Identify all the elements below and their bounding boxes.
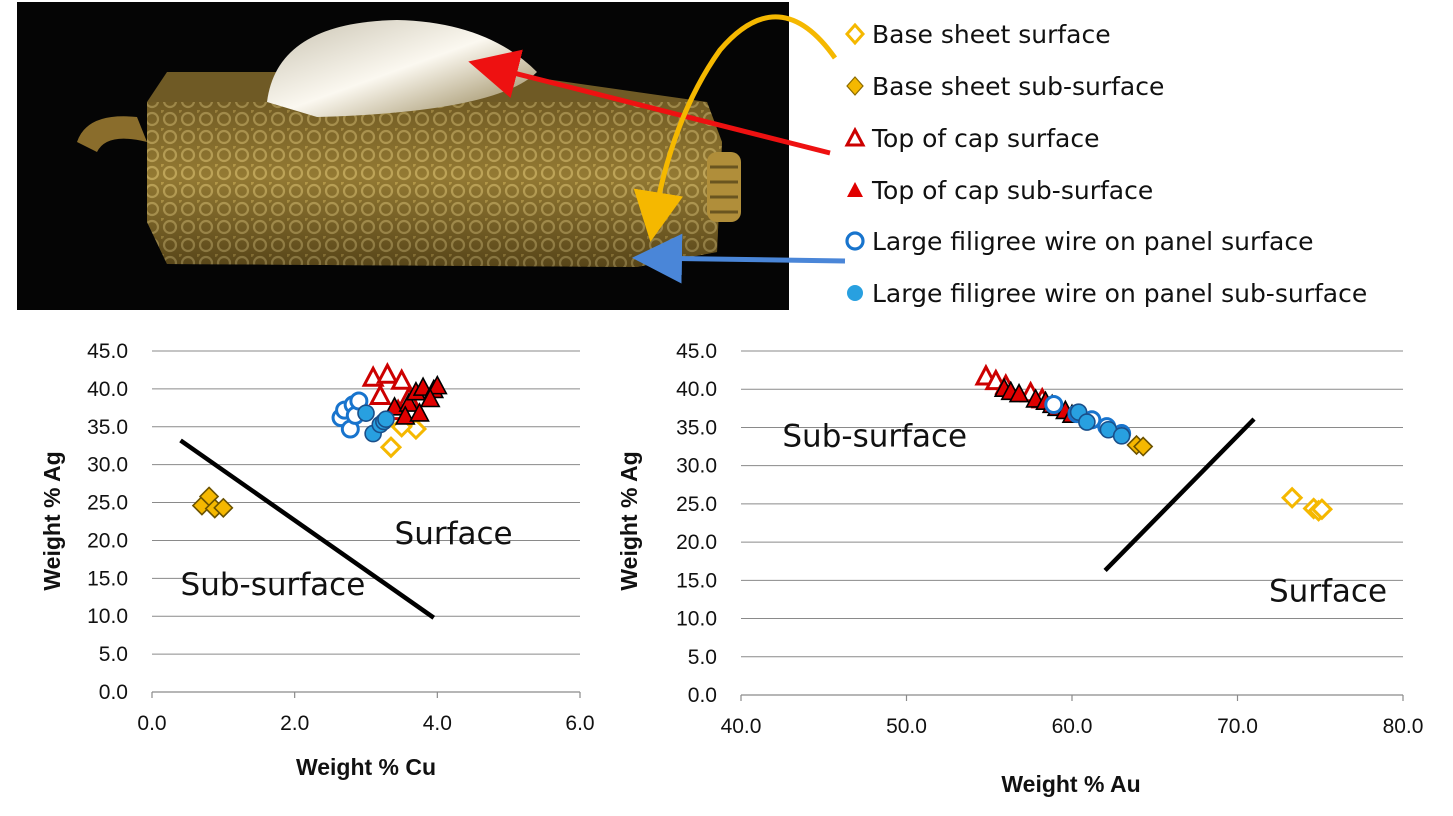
filled-triangle-point (409, 402, 430, 422)
y-tick-label: 30.0 (87, 454, 128, 477)
y-tick-label: 0.0 (688, 684, 717, 707)
legend-item-filigree-surface: Large filigree wire on panel surface (842, 221, 1313, 261)
chart-ag-vs-cu: 0.0 5.0 10.0 15.0 20.0 25.0 30.0 35.0 40.0 45.0 0.… (39, 340, 595, 780)
x-axis-label: Weight % Au (1001, 771, 1140, 797)
y-tick-label: 40.0 (87, 378, 128, 401)
legend-label: Large filigree wire on panel sub-surface (872, 278, 1368, 308)
open-circle-icon (845, 231, 865, 251)
y-tick-label: 15.0 (87, 567, 128, 590)
y-tick-label: 15.0 (676, 569, 717, 592)
legend-item-top-of-cap-sub-surface: Top of cap sub-surface (842, 170, 1153, 210)
legend-label: Base sheet surface (872, 19, 1111, 49)
filled-circle-point (377, 410, 395, 428)
chart-ag-vs-au: 0.0 5.0 10.0 15.0 20.0 25.0 30.0 35.0 40.0 45.0 40… (616, 340, 1424, 797)
open-diamond-point (379, 436, 403, 459)
x-tick-label: 4.0 (423, 712, 452, 735)
y-axis-label: Weight % Ag (616, 451, 642, 590)
open-triangle-point (390, 368, 414, 390)
x-tick-label: 0.0 (137, 712, 166, 735)
filled-triangle-point (427, 374, 448, 395)
legend-item-filigree-sub-surface: Large filigree wire on panel sub-surface (842, 273, 1367, 313)
gold-pendant-photo (17, 2, 789, 310)
x-tick-label: 2.0 (280, 712, 309, 735)
filled-circle-point (357, 404, 375, 422)
y-tick-label: 10.0 (87, 605, 128, 628)
x-tick-label: 50.0 (886, 715, 927, 738)
region-annotation: Sub-surface (782, 419, 967, 455)
filled-triangle-icon (847, 182, 863, 197)
open-circle-point (1044, 395, 1064, 415)
y-tick-label: 35.0 (87, 416, 128, 439)
y-tick-label: 5.0 (688, 646, 717, 669)
filled-triangle-point (419, 387, 441, 408)
filled-diamond-icon (846, 76, 864, 96)
region-annotation: Sub-surface (181, 567, 366, 603)
legend-item-base-sheet-sub-surface: Base sheet sub-surface (842, 66, 1164, 106)
divider-line (179, 438, 436, 620)
y-tick-label: 10.0 (676, 608, 717, 631)
filled-circle-point (1078, 413, 1096, 431)
x-tick-label: 70.0 (1217, 715, 1258, 738)
open-triangle-point (375, 362, 399, 384)
legend-label: Top of cap surface (872, 123, 1100, 153)
filled-circle-point (1112, 427, 1131, 445)
x-tick-label: 6.0 (565, 712, 594, 735)
open-diamond-point (1310, 498, 1334, 521)
y-tick-label: 35.0 (676, 416, 717, 439)
y-tick-label: 25.0 (87, 492, 128, 515)
y-tick-label: 40.0 (676, 378, 717, 401)
open-triangle-icon (844, 126, 866, 147)
x-tick-label: 40.0 (721, 715, 762, 738)
legend-item-base-sheet-surface: Base sheet surface (842, 14, 1111, 54)
filled-diamond-point (213, 497, 234, 518)
y-axis-label: Weight % Ag (39, 451, 65, 590)
y-tick-label: 20.0 (87, 529, 128, 552)
y-tick-label: 20.0 (676, 531, 717, 554)
open-diamond-icon (844, 22, 866, 46)
filled-diamond-point (1133, 436, 1154, 457)
x-axis-label: Weight % Cu (296, 754, 436, 780)
legend-item-top-of-cap-surface: Top of cap surface (842, 118, 1099, 158)
filled-triangle-point (398, 392, 420, 412)
legend-label: Base sheet sub-surface (872, 71, 1165, 101)
y-tick-label: 30.0 (676, 455, 717, 478)
y-tick-label: 45.0 (87, 340, 128, 363)
legend-label: Top of cap sub-surface (872, 175, 1154, 205)
y-tick-label: 5.0 (99, 643, 128, 666)
x-tick-label: 80.0 (1383, 715, 1424, 738)
region-annotation: Surface (1269, 574, 1387, 610)
divider-line (1103, 417, 1256, 572)
region-annotation: Surface (395, 516, 513, 552)
filled-triangle-point (1008, 382, 1030, 403)
filled-triangle-point (384, 396, 405, 416)
open-diamond-point (1280, 486, 1304, 509)
y-tick-label: 25.0 (676, 493, 717, 516)
y-tick-label: 45.0 (676, 340, 717, 363)
x-tick-label: 60.0 (1052, 715, 1093, 738)
legend-label: Large filigree wire on panel surface (872, 226, 1314, 256)
y-tick-label: 0.0 (99, 681, 128, 704)
filled-circle-icon (847, 285, 863, 301)
filled-triangle-point (394, 405, 416, 425)
open-triangle-point (368, 383, 392, 405)
